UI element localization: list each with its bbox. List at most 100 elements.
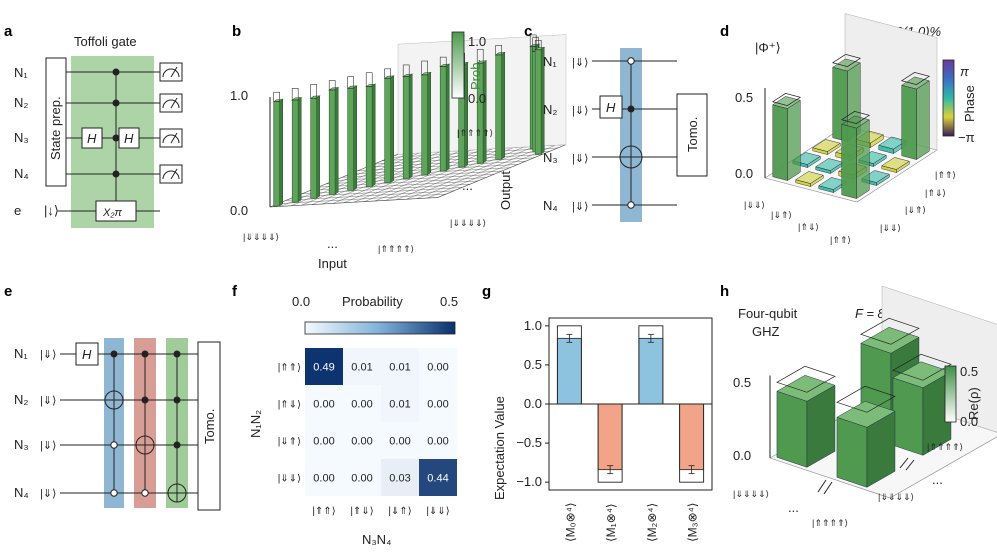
y-tick-label: 1.0 [524,318,542,333]
grid-line [389,147,559,158]
heatmap-value: 0.00 [313,473,334,485]
panel-label-e: e [4,283,12,300]
control-dot [110,441,118,449]
panel-label-a: a [4,23,13,40]
probability-heatmap: 0.49 0.01 0.01 0.00 0.00 0.00 0.01 0.00 0.00 0.00… [278,348,457,517]
heatmap-value: 0.00 [427,399,448,411]
colorbar-tick: 0.5 [960,364,978,379]
tick-left: |⇓⇑⟩ [771,210,792,220]
probability-bar-side [297,96,302,203]
heatmap-cell [343,348,381,385]
axis-break [823,481,833,495]
axis-break [905,459,915,471]
density-bar-top [832,58,861,72]
z-tick: 0.0 [735,166,753,181]
x-gate [95,200,137,222]
heatmap-value: 0.01 [351,362,372,374]
qubit-state: |⇓⟩ [572,153,588,165]
meter-icon [159,93,183,113]
col-label: |⇑⇑⟩ [312,506,335,517]
control-dot [627,201,635,209]
axis-break [817,479,827,493]
panel-c: c N₁ N₂ N₃ N₄ |⇓⟩ |⇓⟩ |⇓⟩ |⇓⟩ Tomo. H [524,23,708,222]
density-bar-top [881,157,910,170]
ideal-bar-outline [679,403,705,483]
control-dot [110,350,118,358]
heatmap-value: 0.00 [389,436,410,448]
h-gate-label: H [82,347,92,362]
density-bar-top [901,76,930,90]
grid-line [333,170,503,181]
heatmap-value: 0.00 [351,436,372,448]
control-dot [112,68,120,76]
h-title-1: Four-qubit [738,306,798,321]
heatmap-cell [343,422,381,459]
meter-icon-arc [162,134,180,144]
z-tick: 0.0 [733,448,751,463]
meter-icon-arc [162,170,180,180]
qubit-label: N₄ [14,166,29,181]
probability-bar-side [408,73,413,180]
qubit-state: |⇓⟩ [572,201,588,213]
heatmap-cell [343,385,381,422]
density-bar-front [772,104,788,181]
heatmap-value: 0.00 [427,362,448,374]
h-gate [75,342,99,366]
z-tick: 0.0 [230,203,248,218]
meter-icon-needle [170,132,178,144]
ideal-bar-outline [273,91,281,103]
heatmap-value: 0.00 [313,399,334,411]
probability-bar-side [279,98,284,207]
heatmap-value: 0.00 [351,399,372,411]
state-label: |Φ⁺⟩ [755,40,781,55]
colorbar-title: Phase [962,85,977,122]
row-label: |⇓⇓⟩ [278,474,301,485]
probability-bar [402,75,410,180]
colorbar-min: 0.0 [292,294,310,309]
ghz-density-3d [769,285,997,499]
qubit-label: N₂ [543,102,557,117]
expectation-bar [556,337,582,405]
tick-right: |⇑⇓⟩ [925,188,946,198]
ideal-outline [771,93,802,106]
z-tick: 0.5 [733,375,751,390]
prob-colorbar [451,31,465,99]
y-tick: |⇓⇓⇓⇓⟩ [450,218,486,228]
colorbar-tick: 0.0 [468,91,486,106]
density-bar-front [892,377,924,456]
y-tick: ... [462,178,473,193]
tick: |⇑⇑⇑⇑⟩ [927,442,963,452]
control-dot [173,441,181,449]
control-dot [173,396,181,404]
probability-bar [328,89,336,195]
heatmap-cell [381,348,419,385]
heatmap-value: 0.00 [313,436,334,448]
ideal-bar-outline [495,45,503,56]
probability-bar [495,54,503,160]
tick-right: |⇓⇑⟩ [905,205,926,215]
colorbar-tick: −π [958,130,975,145]
grid-line [364,148,493,202]
ideal-bar-outline [365,72,373,87]
ideal-outline [892,353,952,381]
y-tick-label: 0.0 [524,396,542,411]
meter-icon [159,128,183,148]
y-tick-label: 0.5 [524,357,542,372]
expectation-bar-chart: 1.0 0.5 0.0 −0.5 −1.0 ⟨M₀⊗⁴⟩ ⟨M₁⊗⁴⟩ ⟨M₂⊗⁴⟩ ⟨M₃⊗⁴… [516,317,713,542]
tomo-label: Tomo. [685,117,700,152]
ideal-bar-outline [597,403,623,483]
expectation-bar [597,403,623,471]
heatmap-value: 0.49 [313,362,334,374]
qubit-state: |⇓⟩ [40,488,56,500]
control-dot [141,489,149,497]
qubit-state: |⇓⟩ [572,57,588,69]
x-gate-label: X₂π [102,207,123,219]
control-dot [112,170,120,178]
grid-line [416,145,546,199]
density-bar-top [812,139,841,152]
density-bar-side [787,99,801,182]
panel-label-f: f [232,283,238,300]
qubit-label: N₃ [14,130,29,145]
category-label: ⟨M₀⊗⁴⟩ [563,502,577,542]
toffoli-title: Toffoli gate [74,34,137,49]
